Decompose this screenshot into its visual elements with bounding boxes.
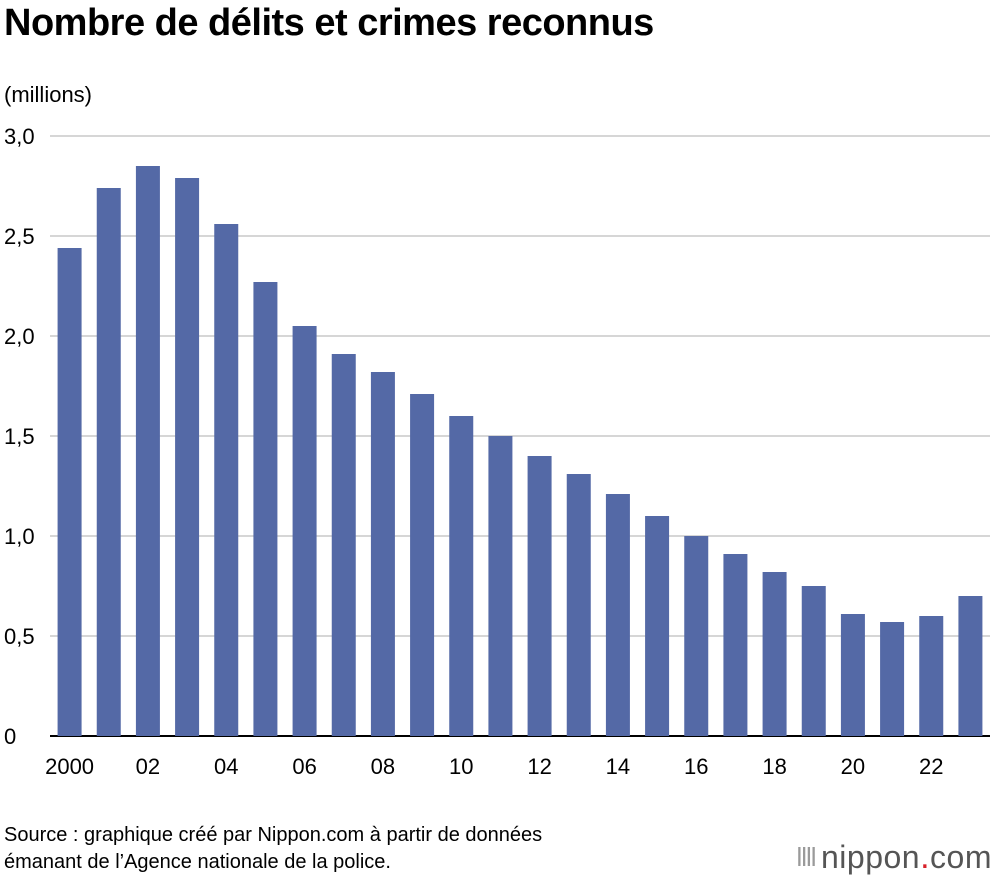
bar-2023 — [958, 596, 983, 736]
bar-2007 — [331, 354, 356, 736]
x-tick-label: 2000 — [45, 754, 94, 779]
bar-2002 — [135, 166, 160, 736]
gridlines — [50, 135, 990, 737]
bar-2010 — [449, 416, 474, 736]
y-axis-unit-label: (millions) — [4, 82, 92, 107]
bar-2015 — [645, 516, 670, 736]
x-tick-label: 06 — [292, 754, 316, 779]
bar-2018 — [762, 572, 787, 736]
x-tick-label: 02 — [136, 754, 160, 779]
logo-dot: . — [920, 838, 931, 876]
x-tick-label: 04 — [214, 754, 238, 779]
bar-2017 — [723, 554, 748, 736]
x-tick-label: 14 — [606, 754, 630, 779]
y-tick-label: 1,5 — [4, 424, 35, 449]
nippon-logo: ǀǀǀǀ nippon.com — [796, 838, 992, 877]
bar-2022 — [919, 616, 944, 736]
bar-2021 — [880, 622, 905, 736]
bar-2012 — [527, 456, 552, 736]
y-tick-label: 1,0 — [4, 524, 35, 549]
chart-title: Nombre de délits et crimes reconnus — [4, 2, 654, 44]
source-line-2: émanant de l’Agence nationale de la poli… — [4, 851, 391, 873]
logo-bars-icon: ǀǀǀǀ — [795, 842, 817, 872]
bar-2019 — [801, 586, 826, 736]
bar-2009 — [410, 394, 435, 736]
y-axis-ticks: 0 0,5 1,0 1,5 2,0 2,5 3,0 — [4, 124, 35, 749]
bar-2008 — [370, 372, 395, 736]
bar-2000 — [57, 248, 82, 736]
y-tick-label: 0 — [4, 724, 16, 749]
bars — [57, 166, 983, 736]
x-tick-label: 10 — [449, 754, 473, 779]
bar-2020 — [840, 614, 865, 736]
x-axis-ticks: 2000 02 04 06 08 10 12 14 16 18 20 22 — [45, 754, 943, 779]
x-tick-label: 20 — [841, 754, 865, 779]
x-tick-label: 16 — [684, 754, 708, 779]
bar-2013 — [566, 474, 591, 736]
x-tick-label: 22 — [919, 754, 943, 779]
bar-2003 — [175, 178, 200, 736]
bar-2004 — [214, 224, 239, 736]
bar-2005 — [253, 282, 278, 736]
bar-2006 — [292, 326, 317, 736]
x-tick-label: 18 — [762, 754, 786, 779]
logo-suffix: com — [930, 839, 992, 875]
x-tick-label: 08 — [371, 754, 395, 779]
source-line-1: Source : graphique créé par Nippon.com à… — [4, 824, 543, 846]
y-tick-label: 3,0 — [4, 124, 35, 149]
y-tick-label: 2,0 — [4, 324, 35, 349]
source-note: Source : graphique créé par Nippon.com à… — [4, 822, 724, 876]
bar-2014 — [605, 494, 630, 736]
bar-2016 — [684, 536, 709, 736]
bar-2001 — [96, 188, 121, 736]
logo-name: nippon — [821, 839, 921, 875]
y-tick-label: 0,5 — [4, 624, 35, 649]
bar-2011 — [488, 436, 513, 736]
x-tick-label: 12 — [527, 754, 551, 779]
y-tick-label: 2,5 — [4, 224, 35, 249]
